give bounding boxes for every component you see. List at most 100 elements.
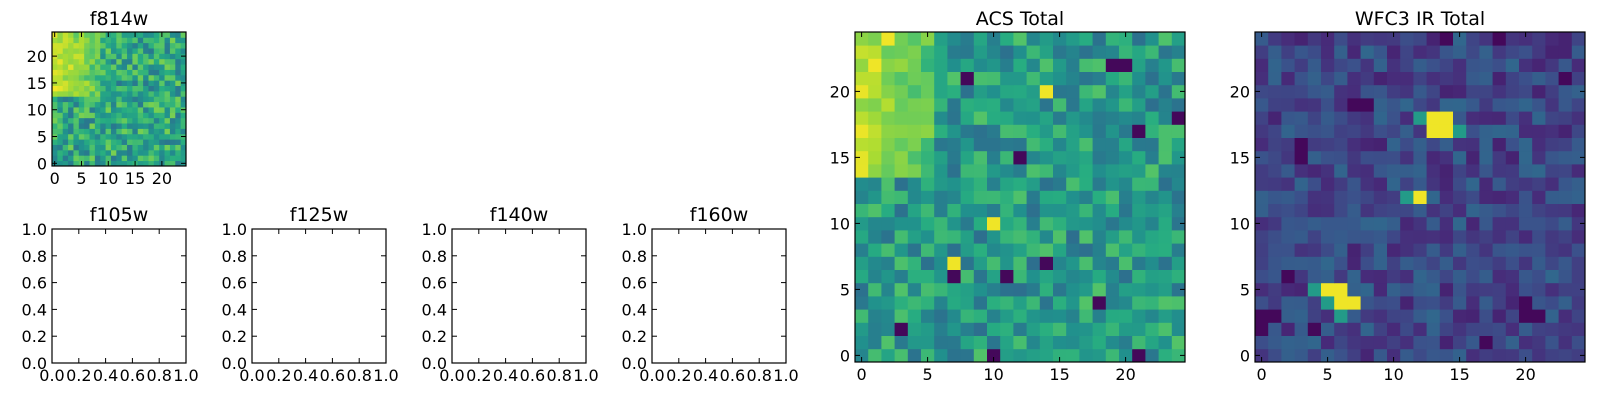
heatmap-cell — [164, 85, 171, 92]
heatmap-cell — [1026, 190, 1041, 204]
heatmap-cell — [1479, 124, 1493, 138]
heatmap-cell — [960, 203, 975, 218]
heatmap-cell — [1268, 322, 1282, 336]
y-tick-label: 0.8 — [622, 247, 647, 266]
heatmap-cell — [57, 74, 64, 81]
heatmap-cell — [164, 42, 171, 49]
heatmap-cell — [1145, 243, 1159, 257]
heatmap-cell — [1492, 32, 1507, 46]
heatmap-cell — [1519, 32, 1533, 46]
heatmap-cell — [89, 53, 96, 60]
heatmap-cell — [1532, 348, 1546, 363]
heatmap-cell — [1307, 71, 1322, 86]
heatmap-cell — [137, 80, 144, 86]
heatmap-cell — [78, 74, 85, 81]
heatmap-cell — [1307, 45, 1322, 59]
heatmap-cell — [62, 69, 69, 76]
heatmap-cell — [894, 348, 909, 363]
heatmap-cell — [1334, 216, 1348, 231]
heatmap-cell — [121, 155, 128, 162]
heatmap-cell — [1387, 348, 1401, 363]
heatmap-cell — [148, 58, 155, 65]
heatmap-cell — [947, 150, 961, 165]
heatmap-cell — [1105, 348, 1120, 363]
heatmap-cell — [1479, 164, 1493, 178]
heatmap-cell — [1294, 190, 1309, 204]
heatmap-cell — [921, 322, 935, 336]
heatmap-cell — [1505, 58, 1520, 72]
heatmap-cell — [57, 48, 64, 54]
heatmap-cell — [73, 128, 80, 135]
heatmap-cell — [1105, 296, 1120, 310]
heatmap-cell — [868, 58, 882, 72]
heatmap-cell — [73, 37, 80, 44]
heatmap-cell — [164, 96, 171, 103]
heatmap-cell — [1466, 230, 1480, 244]
heatmap-cell — [1571, 322, 1586, 336]
heatmap-cell — [1360, 71, 1375, 86]
heatmap-cell — [1360, 296, 1375, 310]
heatmap-cell — [1571, 190, 1586, 204]
heatmap-cell — [907, 150, 922, 165]
heatmap-cell — [100, 149, 106, 156]
heatmap-cell — [1268, 58, 1282, 72]
heatmap-cell — [1039, 177, 1054, 191]
y-tick-label: 0.8 — [222, 247, 247, 266]
heatmap-cell — [1158, 190, 1173, 204]
heatmap-cell — [1387, 203, 1401, 218]
heatmap-cell — [94, 117, 101, 124]
heatmap-cell — [1066, 322, 1080, 336]
heatmap-cell — [57, 80, 64, 86]
heatmap-cell — [1092, 45, 1107, 59]
heatmap-cell — [1387, 269, 1401, 284]
heatmap-cell — [94, 112, 101, 119]
heatmap-cell — [121, 32, 128, 38]
heatmap-cell — [1360, 216, 1375, 231]
heatmap-cell — [89, 112, 96, 119]
heatmap-cell — [1439, 309, 1454, 323]
heatmap-cell — [1558, 71, 1573, 86]
heatmap-cell — [1145, 190, 1159, 204]
heatmap-cell — [89, 123, 96, 129]
x-tick-label: 5 — [1323, 365, 1333, 384]
heatmap-cell — [116, 133, 123, 140]
heatmap-cell — [159, 112, 165, 119]
heatmap-cell — [1321, 137, 1335, 152]
heatmap-cell — [153, 101, 160, 108]
heatmap-cell — [1387, 190, 1401, 204]
heatmap-cell — [105, 144, 112, 151]
heatmap-cell — [180, 128, 187, 135]
heatmap-cell — [1132, 203, 1146, 218]
heatmap-cell — [62, 117, 69, 124]
heatmap-cell — [1079, 256, 1093, 270]
heatmap-cell — [89, 128, 96, 135]
heatmap-cell — [73, 69, 80, 76]
heatmap-cell — [881, 58, 895, 72]
heatmap-cell — [84, 42, 90, 49]
heatmap-cell — [1492, 111, 1507, 125]
heatmap-cell — [1466, 322, 1480, 336]
heatmap-cell — [894, 45, 909, 59]
heatmap-cell — [94, 32, 101, 38]
heatmap-cell — [1171, 348, 1186, 363]
heatmap-cell — [78, 128, 85, 135]
heatmap-cell — [1294, 58, 1309, 72]
heatmap-cell — [180, 64, 187, 70]
heatmap-cell — [94, 128, 101, 135]
heatmap-cell — [84, 101, 90, 108]
heatmap-cell — [1039, 322, 1054, 336]
x-tick-label: 0.8 — [746, 366, 771, 385]
heatmap-cell — [1268, 216, 1282, 231]
heatmap-cell — [1079, 137, 1093, 152]
heatmap-cell — [1066, 309, 1080, 323]
heatmap-cell — [1066, 216, 1080, 231]
heatmap-cell — [1105, 230, 1120, 244]
heatmap-cell — [1479, 322, 1493, 336]
heatmap-cell — [78, 117, 85, 124]
heatmap-cell — [1439, 124, 1454, 138]
heatmap-cell — [1158, 84, 1173, 99]
heatmap-cell — [1400, 282, 1414, 297]
heatmap-cell — [868, 124, 882, 138]
heatmap-cell — [1171, 282, 1186, 297]
heatmap-cell — [921, 282, 935, 297]
